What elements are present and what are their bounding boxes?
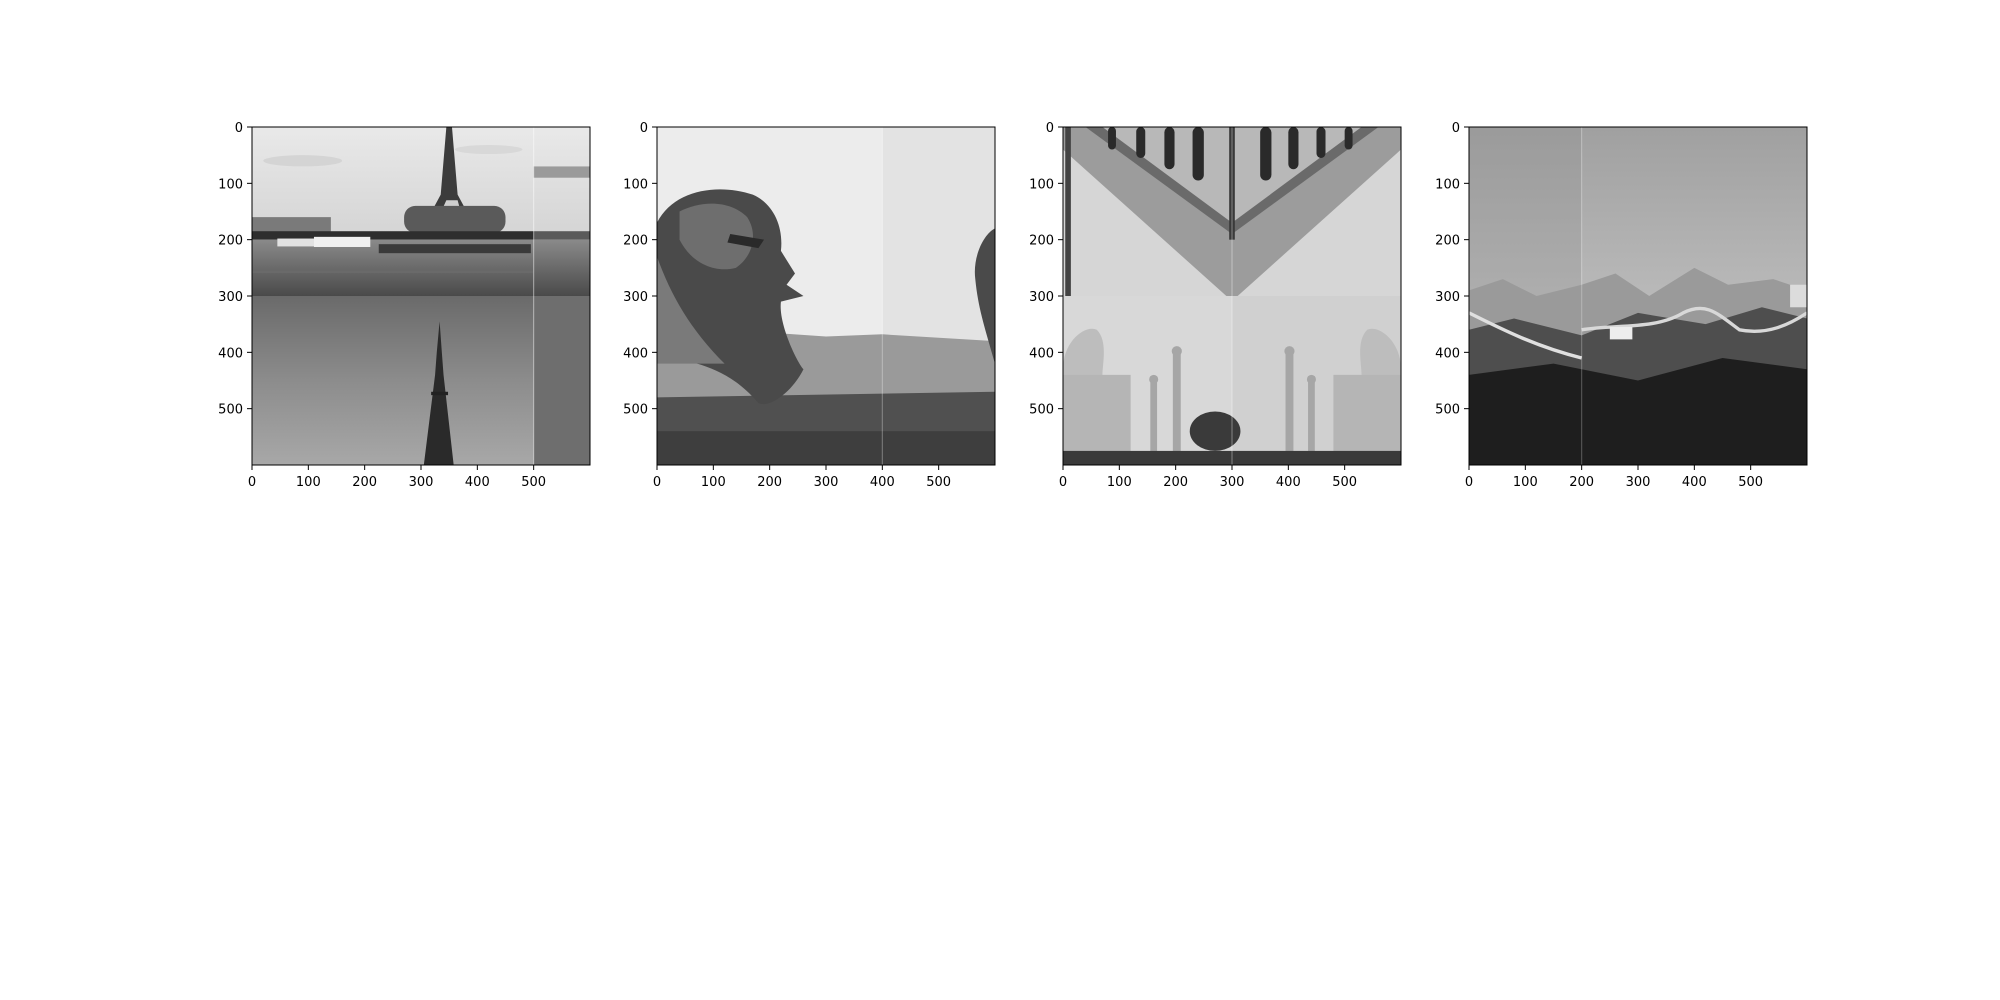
- panel-4-y-tick-label: 0: [1452, 121, 1460, 136]
- panel-2-y-tick-label: 400: [623, 346, 648, 361]
- panel-2-y-axis: 0 100 200 300 400 500: [623, 121, 657, 418]
- panel-1-y-tick-label: 0: [235, 121, 243, 136]
- panel-1-x-tick-label: 400: [465, 475, 490, 490]
- panel-4-y-tick-label: 500: [1435, 403, 1460, 418]
- panel-3-y-tick-label: 0: [1046, 121, 1054, 136]
- panel-2-x-tick-label: 200: [757, 475, 782, 490]
- panel-4: 0 100 200 300 400 500 0 100 200 300 400 500: [1435, 121, 1808, 490]
- panel-3-y-tick-label: 100: [1029, 177, 1054, 192]
- panel-2-x-tick-label: 100: [701, 475, 726, 490]
- panel-1-x-tick-label: 200: [352, 475, 377, 490]
- panel-3-x-tick-label: 400: [1276, 475, 1301, 490]
- panel-4-image: [1469, 127, 1807, 465]
- panel-4-x-axis: 0 100 200 300 400 500: [1465, 465, 1763, 490]
- panel-1-image: [252, 127, 590, 465]
- panel-4-y-tick-label: 300: [1435, 290, 1460, 305]
- panel-4-x-tick-label: 100: [1513, 475, 1538, 490]
- panel-2-x-tick-label: 500: [926, 475, 951, 490]
- panel-3-x-tick-label: 0: [1059, 475, 1067, 490]
- panel-1-x-tick-label: 300: [409, 475, 434, 490]
- panel-2-y-tick-label: 100: [623, 177, 648, 192]
- panel-3-x-tick-label: 500: [1332, 475, 1357, 490]
- panel-2-y-tick-label: 500: [623, 403, 648, 418]
- panel-1-y-tick-label: 300: [218, 290, 243, 305]
- panel-2-x-axis: 0 100 200 300 400 500: [653, 465, 951, 490]
- panel-1: 0 100 200 300 400 500 0 100 200 300 400 500: [218, 121, 591, 490]
- panel-1-x-axis: 0 100 200 300 400 500: [248, 465, 546, 490]
- panel-1-y-tick-label: 200: [218, 234, 243, 249]
- panel-3: 0 100 200 300 400 500 0 100 200 300 400 500: [1029, 121, 1402, 490]
- panel-4-x-tick-label: 400: [1682, 475, 1707, 490]
- panel-2-x-tick-label: 0: [653, 475, 661, 490]
- panel-3-y-tick-label: 500: [1029, 403, 1054, 418]
- panel-2-y-tick-label: 200: [623, 234, 648, 249]
- panel-3-y-axis: 0 100 200 300 400 500: [1029, 121, 1063, 418]
- panel-3-y-tick-label: 200: [1029, 234, 1054, 249]
- panel-2-x-tick-label: 400: [870, 475, 895, 490]
- panel-3-x-axis: 0 100 200 300 400 500: [1059, 465, 1357, 490]
- panel-2-y-tick-label: 0: [640, 121, 648, 136]
- panel-1-x-tick-label: 500: [521, 475, 546, 490]
- panel-2-x-tick-label: 300: [814, 475, 839, 490]
- panel-2: 0 100 200 300 400 500 0 100 200 300 400 500: [623, 121, 996, 490]
- panel-4-x-tick-label: 300: [1626, 475, 1651, 490]
- panel-4-y-tick-label: 100: [1435, 177, 1460, 192]
- panel-4-y-tick-label: 400: [1435, 346, 1460, 361]
- panel-2-y-tick-label: 300: [623, 290, 648, 305]
- panel-1-x-tick-label: 100: [296, 475, 321, 490]
- panel-3-x-tick-label: 300: [1220, 475, 1245, 490]
- panel-3-y-tick-label: 300: [1029, 290, 1054, 305]
- panel-4-x-tick-label: 200: [1569, 475, 1594, 490]
- panel-3-x-tick-label: 100: [1107, 475, 1132, 490]
- panel-3-image: [1063, 127, 1401, 465]
- panel-1-y-axis: 0 100 200 300 400 500: [218, 121, 252, 418]
- panel-1-y-tick-label: 500: [218, 403, 243, 418]
- panel-1-x-tick-label: 0: [248, 475, 256, 490]
- panel-2-image: [657, 127, 995, 465]
- panel-4-y-tick-label: 200: [1435, 234, 1460, 249]
- panel-3-x-tick-label: 200: [1163, 475, 1188, 490]
- panel-4-x-tick-label: 0: [1465, 475, 1473, 490]
- panel-3-y-tick-label: 400: [1029, 346, 1054, 361]
- panel-1-y-tick-label: 400: [218, 346, 243, 361]
- panel-1-y-tick-label: 100: [218, 177, 243, 192]
- panel-4-y-axis: 0 100 200 300 400 500: [1435, 121, 1469, 418]
- panel-4-x-tick-label: 500: [1738, 475, 1763, 490]
